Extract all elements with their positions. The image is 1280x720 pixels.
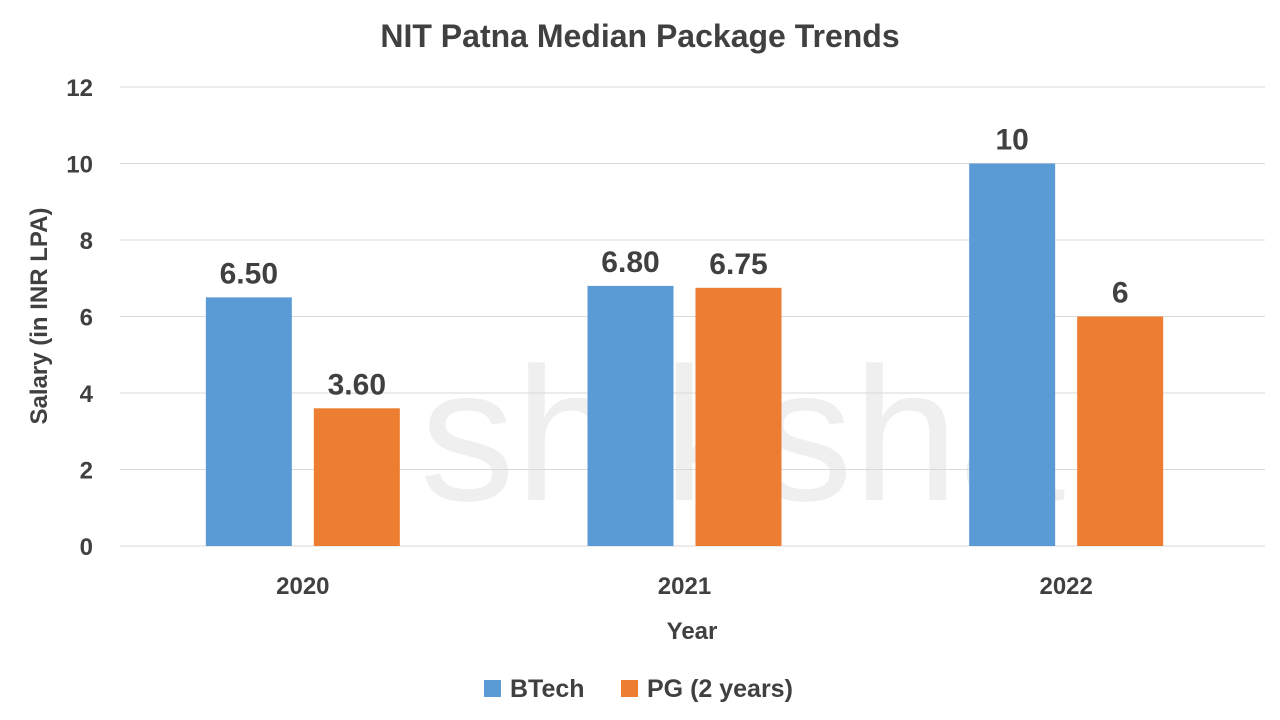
x-axis-label: Year <box>667 618 718 645</box>
bar-pg-2-years--2022 <box>1077 316 1164 546</box>
chart-title: NIT Patna Median Package Trends <box>380 18 899 54</box>
data-label: 10 <box>995 124 1028 157</box>
bar-btech-2022 <box>969 163 1056 546</box>
y-tick-label: 8 <box>80 228 93 255</box>
y-axis-label: Salary (in INR LPA) <box>26 208 53 425</box>
x-tick-label: 2021 <box>658 573 711 600</box>
y-tick-label: 2 <box>80 458 93 485</box>
bar-btech-2021 <box>587 285 674 546</box>
y-tick-label: 4 <box>80 381 94 408</box>
bar-btech-2020 <box>205 297 292 546</box>
data-label: 3.60 <box>328 368 386 401</box>
legend-label: BTech <box>510 675 585 703</box>
y-tick-label: 10 <box>66 152 93 179</box>
bar-pg-2-years--2020 <box>313 408 400 546</box>
bar-pg-2-years--2021 <box>695 287 782 546</box>
data-label: 6 <box>1112 277 1129 310</box>
data-label: 6.80 <box>601 246 659 279</box>
x-tick-label: 2020 <box>276 573 329 600</box>
y-tick-label: 6 <box>80 305 93 332</box>
legend-swatch <box>621 680 638 697</box>
data-label: 6.75 <box>709 248 767 281</box>
legend-swatch <box>484 680 501 697</box>
y-tick-label: 12 <box>66 75 93 102</box>
y-tick-label: 0 <box>80 534 93 561</box>
data-label: 6.50 <box>220 257 278 290</box>
x-tick-label: 2022 <box>1039 573 1092 600</box>
legend-label: PG (2 years) <box>647 675 793 703</box>
